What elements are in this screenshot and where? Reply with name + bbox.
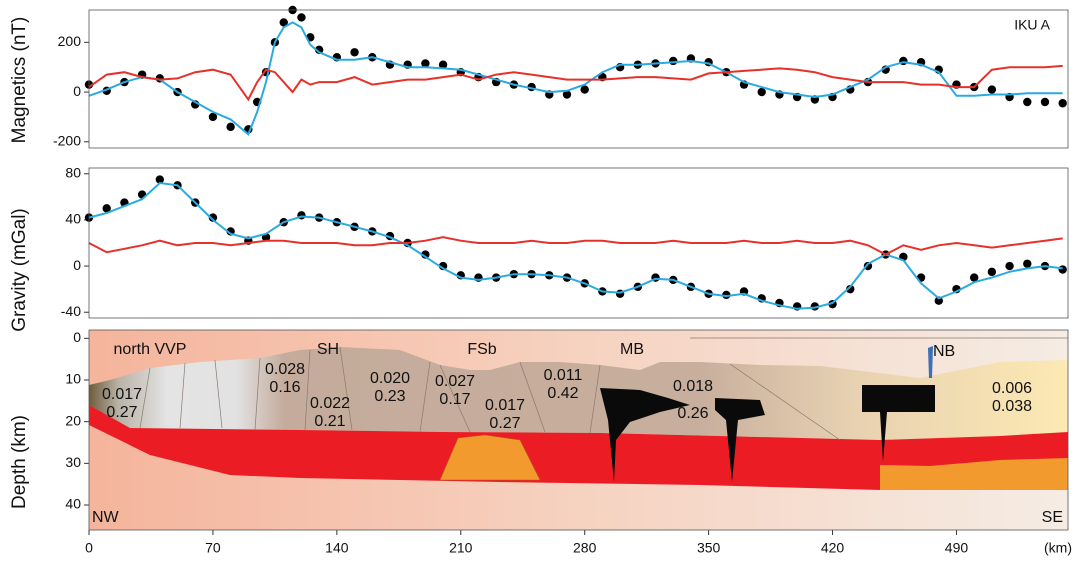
y-tick-label: 40 [65,211,81,227]
y-tick-label: -40 [61,303,81,319]
property-label: 0.42 [547,385,578,402]
region-label: NW [92,509,120,526]
property-label: 0.020 [370,370,410,387]
property-label: 0.028 [265,361,305,378]
plot [85,175,1067,310]
annotation: IKU A [1014,17,1050,33]
property-label: 0.038 [992,398,1032,415]
page: {"chart_data": [ {"type": "line", "ylabe… [0,0,1079,572]
property-label: 0.022 [310,395,350,412]
property-label: 0.27 [106,404,137,421]
series-line [89,237,1063,254]
property-label: 0.017 [485,397,525,414]
y-tick-label: 40 [65,496,81,512]
x-tick-label: 0 [85,540,93,556]
y-axis-title: Depth (km) [9,415,30,509]
property-label: 0.011 [544,367,583,384]
series-line [89,66,1063,100]
region-label: MB [620,341,644,358]
y-tick-label: 0 [73,257,81,273]
x-axis-title: (km) [1044,540,1072,556]
y-tick-label: 200 [58,33,82,49]
data-point [1058,265,1066,273]
y-tick-label: 30 [65,454,81,470]
region-label: north VVP [114,341,187,358]
y-tick-label: 10 [65,371,81,387]
x-tick-label: 280 [573,540,597,556]
data-point [350,48,358,56]
data-point [1041,98,1049,106]
data-point [1023,98,1031,106]
x-tick-label: 420 [821,540,845,556]
y-tick-label: 20 [65,412,81,428]
property-label: 0.17 [439,391,470,408]
figure: Magnetics (nT)-2000200IKU AGravity (mGal… [0,0,1079,572]
x-tick-label: 70 [205,540,221,556]
panel: Magnetics (nT) -200 0 200 IKU A [9,6,1068,149]
y-axis-title: Magnetics (nT) [9,17,30,144]
data-point [1058,99,1066,107]
property-label: 0.26 [677,405,708,422]
y-tick-label: -200 [53,132,81,148]
property-label: 0.017 [102,386,142,403]
y-tick-label: 0 [73,329,81,345]
region-label: SE [1042,509,1063,526]
property-label: 0.21 [314,413,345,430]
property-label: 0.23 [374,388,405,405]
property-label: 0.27 [489,415,520,432]
data-point [297,13,305,21]
property-label: 0.027 [435,373,475,390]
x-tick-label: 490 [945,540,969,556]
data-point [1005,262,1013,270]
series-line [89,22,1063,134]
data-point [988,268,996,276]
data-point [1023,260,1031,268]
y-tick-label: 80 [65,164,81,180]
property-label: 0.006 [992,380,1032,397]
data-point [758,88,766,96]
panel: Gravity (mGal) -40 0 40 80 [9,164,1068,331]
cross-section [89,330,1068,530]
series-line [89,183,1063,309]
data-point [669,57,677,65]
region-label: SH [317,341,339,358]
plot [85,6,1067,135]
data-point [988,85,996,93]
x-tick-label: 350 [697,540,721,556]
x-tick-label: 140 [325,540,349,556]
region-label: NB [933,343,955,360]
region-label: FSb [467,341,496,358]
y-axis-title: Gravity (mGal) [9,208,30,332]
data-point [226,123,234,131]
x-tick-label: 210 [449,540,473,556]
y-tick-label: 0 [73,83,81,99]
property-label: 0.018 [673,378,713,395]
panel-frame [89,168,1068,318]
property-label: 0.16 [269,379,300,396]
